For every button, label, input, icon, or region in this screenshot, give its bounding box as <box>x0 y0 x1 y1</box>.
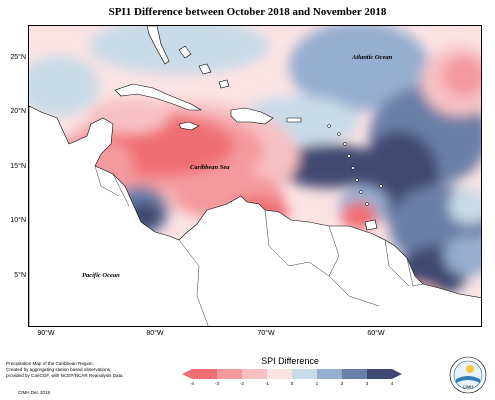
legend-tick-label: 4 <box>390 381 394 386</box>
lat-label-10n: 10°N <box>10 217 26 224</box>
logo-text: CIMH <box>463 384 473 389</box>
spi-difference-map <box>29 26 481 326</box>
lat-label-15n: 15°N <box>10 163 26 170</box>
central-south-america <box>29 105 481 326</box>
footer-line-3: provided by CariCOF, with NCEP/NCAR Rean… <box>6 373 124 379</box>
map-frame[interactable] <box>28 25 482 327</box>
footer-line-2: Created by aggregating station based obs… <box>6 367 112 373</box>
legend-tick-label: -1 <box>264 381 269 386</box>
legend-swatch <box>217 369 242 379</box>
bahamas-island <box>178 45 192 59</box>
puerto-rico <box>286 117 302 123</box>
bahamas-island <box>198 63 212 75</box>
legend-tick-label: 1 <box>315 381 319 386</box>
footer-note: Precipitation Map of the Caribbean Regio… <box>6 361 176 380</box>
legend-tick-label: -2 <box>239 381 244 386</box>
legend-title: SPI Difference <box>261 356 319 366</box>
land-masses <box>29 26 481 326</box>
legend-swatch <box>367 369 402 379</box>
florida <box>146 26 170 65</box>
lon-label-90w: 90°W <box>37 330 55 337</box>
legend-tick-label: -3 <box>214 381 219 386</box>
pacific-ocean-label: Pacific Ocean <box>82 272 120 279</box>
legend-colorbar <box>182 369 402 379</box>
cimh-logo: CIMH <box>449 356 487 394</box>
map-title: SPI1 Difference between October 2018 and… <box>108 6 387 18</box>
legend-swatch <box>182 369 217 379</box>
legend-tick-label: -4 <box>189 381 194 386</box>
legend-swatch <box>242 369 267 379</box>
trinidad <box>364 219 378 231</box>
atlantic-ocean-label: Atlantic Ocean <box>352 54 393 61</box>
legend-swatch <box>267 369 292 379</box>
lesser-antilles <box>327 124 383 206</box>
footer-line-1: Precipitation Map of the Caribbean Regio… <box>6 361 94 366</box>
jamaica <box>178 121 200 131</box>
bahamas-island <box>218 79 230 89</box>
lat-label-20n: 20°N <box>10 108 26 115</box>
legend-tick-label: 2 <box>340 381 344 386</box>
lat-label-5n: 5°N <box>14 272 26 279</box>
lon-label-60w: 60°W <box>367 330 385 337</box>
lat-label-25n: 25°N <box>10 54 26 61</box>
legend-swatch <box>317 369 342 379</box>
lon-label-70w: 70°W <box>257 330 275 337</box>
legend-tick-label: 0 <box>290 381 294 386</box>
country-borders <box>94 165 424 326</box>
legend-tick-label: 3 <box>365 381 369 386</box>
legend-swatch <box>292 369 317 379</box>
legend-swatch <box>342 369 367 379</box>
caribbean-sea-label: Caribbean Sea <box>190 164 230 171</box>
credit-text: CIMH Dec 2018 <box>18 390 51 395</box>
lon-label-80w: 80°W <box>146 330 164 337</box>
cuba <box>114 83 203 111</box>
hispaniola <box>230 107 274 125</box>
